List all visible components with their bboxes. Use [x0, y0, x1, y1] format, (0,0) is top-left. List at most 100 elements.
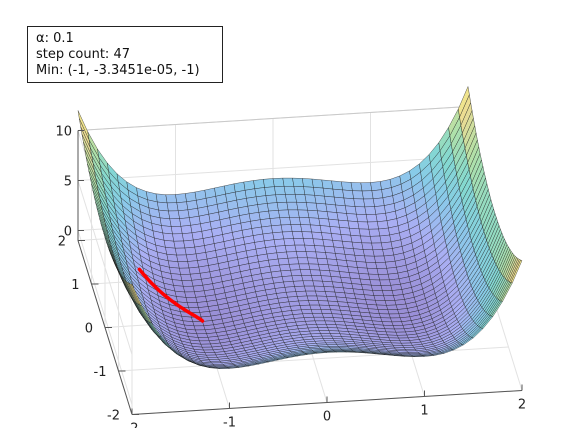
- surface-cell: [297, 257, 309, 265]
- surface-cell: [360, 182, 373, 192]
- surface-cell: [384, 328, 397, 333]
- surface-cell: [279, 264, 291, 272]
- surface-cell: [306, 295, 319, 301]
- surface-cell: [284, 286, 297, 293]
- surface-cell: [316, 257, 329, 266]
- surface-cell: [343, 197, 356, 207]
- surface-cell: [261, 225, 273, 235]
- surface-cell: [313, 316, 326, 322]
- surface-cell: [287, 209, 300, 218]
- surface-cell: [366, 267, 379, 275]
- surface-cell: [176, 254, 188, 262]
- surface-cell: [327, 264, 340, 272]
- surface-cell: [335, 351, 347, 353]
- surface-cell: [325, 342, 338, 345]
- surface-cell: [382, 290, 394, 297]
- surface-cell: [271, 224, 283, 234]
- surface-cell: [355, 261, 368, 269]
- surface-cell: [320, 333, 332, 337]
- surface-cell: [157, 201, 169, 212]
- surface-cell: [163, 240, 176, 249]
- surface-cell: [322, 187, 335, 198]
- x-tick-label: 0: [323, 410, 331, 425]
- descent-step-point: [159, 290, 163, 294]
- surface-cell: [281, 275, 294, 283]
- surface-cell: [385, 260, 397, 269]
- surface-cell: [161, 225, 173, 235]
- surface-cell: [203, 349, 216, 353]
- surface-cell: [336, 212, 349, 222]
- surface-cell: [299, 304, 312, 311]
- surface-cell: [294, 194, 307, 203]
- surface-cell: [381, 321, 394, 326]
- surface-cell: [365, 261, 378, 269]
- step-count-label: step count: 47: [36, 47, 130, 62]
- surface-cell: [375, 213, 388, 223]
- surface-cell: [322, 239, 335, 248]
- surface-cell: [339, 227, 351, 236]
- info-annotation-box: α: 0.1 step count: 47 Min: (-1, -3.3451e…: [27, 26, 223, 83]
- surface-cell: [368, 228, 381, 237]
- x-tick-label: 1: [420, 404, 428, 419]
- surface-cell: [263, 178, 275, 188]
- surface-cell: [311, 231, 324, 240]
- descent-step-point: [153, 285, 157, 289]
- surface-cell: [182, 232, 194, 242]
- surface-cell: [364, 206, 377, 215]
- surface-cell: [200, 343, 213, 348]
- surface-cell: [321, 179, 334, 190]
- surface-cell: [199, 340, 211, 345]
- x-tick-label: -2: [126, 422, 139, 428]
- surface-cell: [396, 334, 409, 339]
- surface-cell: [288, 263, 301, 271]
- surface-cell: [333, 196, 346, 207]
- surface-cell: [346, 213, 359, 222]
- surface-cell: [300, 224, 312, 233]
- surface-cell: [379, 234, 392, 244]
- surface-cell: [379, 279, 392, 286]
- surface-cell: [354, 254, 367, 263]
- surface-cell: [283, 186, 296, 195]
- descent-step-point: [152, 283, 155, 287]
- surface-cell: [354, 206, 367, 215]
- x-tick-label: 2: [518, 398, 526, 413]
- surface-cell: [306, 202, 318, 212]
- surface-cell: [313, 187, 325, 197]
- surface-cell: [325, 324, 338, 329]
- surface-cell: [279, 217, 292, 226]
- surface-cell: [308, 217, 321, 226]
- surface-cell: [358, 273, 371, 280]
- surface-cell: [363, 198, 375, 208]
- surface-cell: [376, 304, 389, 310]
- surface-cell: [340, 234, 353, 243]
- descent-step-point: [155, 287, 159, 291]
- surface-cell: [282, 231, 294, 240]
- surface-cell: [350, 182, 363, 192]
- surface-cell: [357, 221, 370, 230]
- surface-cell: [370, 181, 382, 191]
- surface-cell: [173, 240, 186, 249]
- z-tick-label: 5: [64, 175, 72, 190]
- surface-cell: [324, 195, 336, 206]
- surface-cell: [165, 247, 177, 256]
- surface-cell: [325, 252, 337, 260]
- surface-cell: [315, 202, 328, 212]
- surface-cell: [342, 189, 354, 199]
- surface-cell: [300, 269, 312, 276]
- surface-cell: [186, 253, 198, 262]
- surface-cell: [318, 263, 330, 271]
- surface-cell: [311, 178, 324, 189]
- surface-cell: [369, 279, 382, 286]
- surface-cell: [166, 202, 179, 212]
- surface-cell: [267, 202, 279, 212]
- surface-cell: [388, 313, 401, 319]
- surface-cell: [197, 337, 210, 342]
- surface-cell: [308, 263, 321, 271]
- surface-cell: [347, 266, 360, 274]
- descent-step-point: [138, 267, 141, 271]
- surface-cell: [187, 260, 200, 269]
- surface-cell: [320, 275, 333, 283]
- surface-cell: [155, 193, 168, 204]
- surface-cell: [338, 219, 350, 229]
- y-tick-label: -1: [94, 365, 107, 380]
